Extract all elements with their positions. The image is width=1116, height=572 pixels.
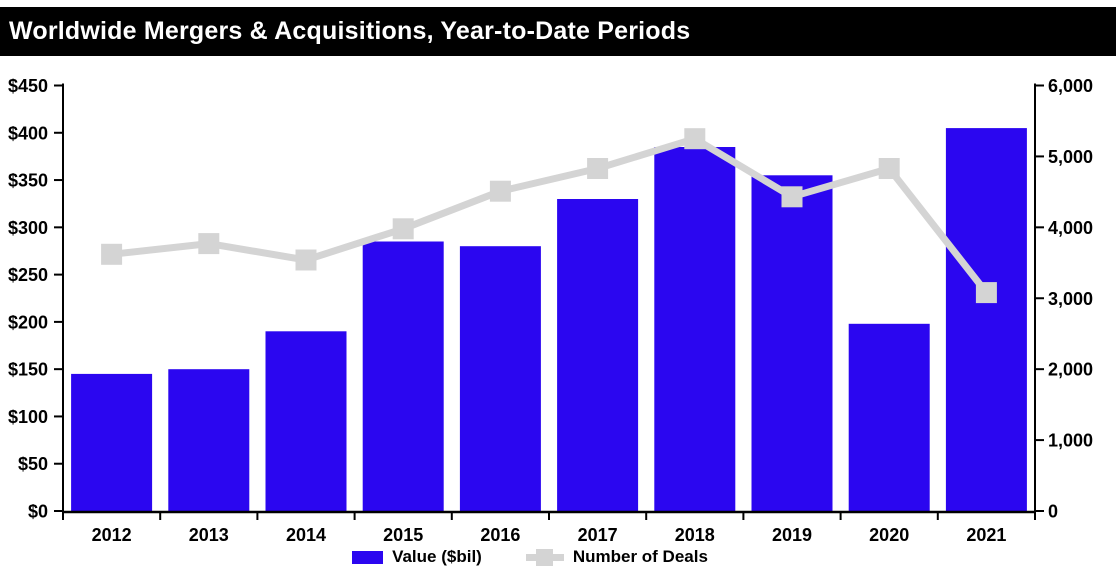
right-axis-label: 4,000 (1048, 218, 1093, 238)
value-bar-2017 (557, 199, 639, 511)
x-axis-label-2018: 2018 (675, 525, 715, 545)
value-bar-2018 (654, 147, 736, 511)
x-axis-label-2015: 2015 (383, 525, 423, 545)
deals-marker-2012 (101, 243, 123, 265)
right-axis-label: 3,000 (1048, 289, 1093, 309)
left-axis-label: $250 (8, 265, 48, 285)
left-axis-label: $450 (8, 76, 48, 96)
value-bar-2019 (751, 175, 833, 512)
right-axis-label: 6,000 (1048, 76, 1093, 96)
right-axis-label: 0 (1048, 502, 1058, 522)
title-bar: Worldwide Mergers & Acquisitions, Year-t… (0, 7, 1116, 56)
deals-marker-2020 (878, 158, 900, 179)
left-axis-label: $350 (8, 171, 48, 191)
deals-series-label: Number of Deals (572, 547, 708, 566)
deals-marker-2021 (975, 282, 997, 304)
value-bar-2014 (265, 331, 347, 511)
right-axis-label: 5,000 (1048, 147, 1093, 167)
legend-item-deals: Number of Deals (525, 547, 708, 567)
deals-marker-2018 (684, 128, 706, 150)
x-axis-label-2021: 2021 (966, 525, 1006, 545)
value-bar-2015 (362, 241, 444, 511)
deals-marker-2014 (295, 249, 317, 271)
left-axis-label: $50 (18, 454, 48, 474)
legend-item-value: Value ($bil) (352, 547, 482, 567)
x-axis-label-2016: 2016 (480, 525, 520, 545)
left-axis-label: $100 (8, 407, 48, 427)
x-axis-label-2019: 2019 (772, 525, 812, 545)
x-axis-label-2017: 2017 (578, 525, 618, 545)
left-axis-label: $300 (8, 218, 48, 238)
deals-marker-2019 (781, 186, 803, 208)
x-axis-label-2020: 2020 (869, 525, 909, 545)
value-bar-2013 (168, 369, 250, 511)
right-axis-label: 1,000 (1048, 431, 1093, 451)
value-bar-2020 (848, 323, 930, 511)
deals-marker-2013 (198, 233, 220, 255)
deals-series-marker-icon (525, 548, 564, 566)
value-bar-2021 (945, 128, 1027, 511)
left-axis-label: $400 (8, 123, 48, 143)
x-axis-label-2012: 2012 (92, 525, 132, 545)
x-axis-label-2014: 2014 (286, 525, 326, 545)
deals-marker-2016 (489, 180, 511, 202)
value-bar-2012 (71, 373, 153, 511)
left-axis-label: $200 (8, 312, 48, 332)
value-series-label: Value ($bil) (392, 547, 482, 566)
x-axis-label-2013: 2013 (189, 525, 229, 545)
deals-marker-2017 (587, 158, 609, 179)
chart-title: Worldwide Mergers & Acquisitions, Year-t… (9, 17, 691, 45)
left-axis-label: $0 (28, 502, 48, 522)
value-series-swatch (352, 550, 384, 564)
deals-marker-2015 (392, 218, 414, 240)
right-axis-label: 2,000 (1048, 360, 1093, 380)
chart-legend: Value ($bil) Number of Deals (0, 546, 1116, 568)
value-bar-2016 (459, 246, 541, 511)
deals-legend-square (535, 548, 553, 566)
deals-line (108, 135, 990, 297)
left-axis-label: $150 (8, 360, 48, 380)
